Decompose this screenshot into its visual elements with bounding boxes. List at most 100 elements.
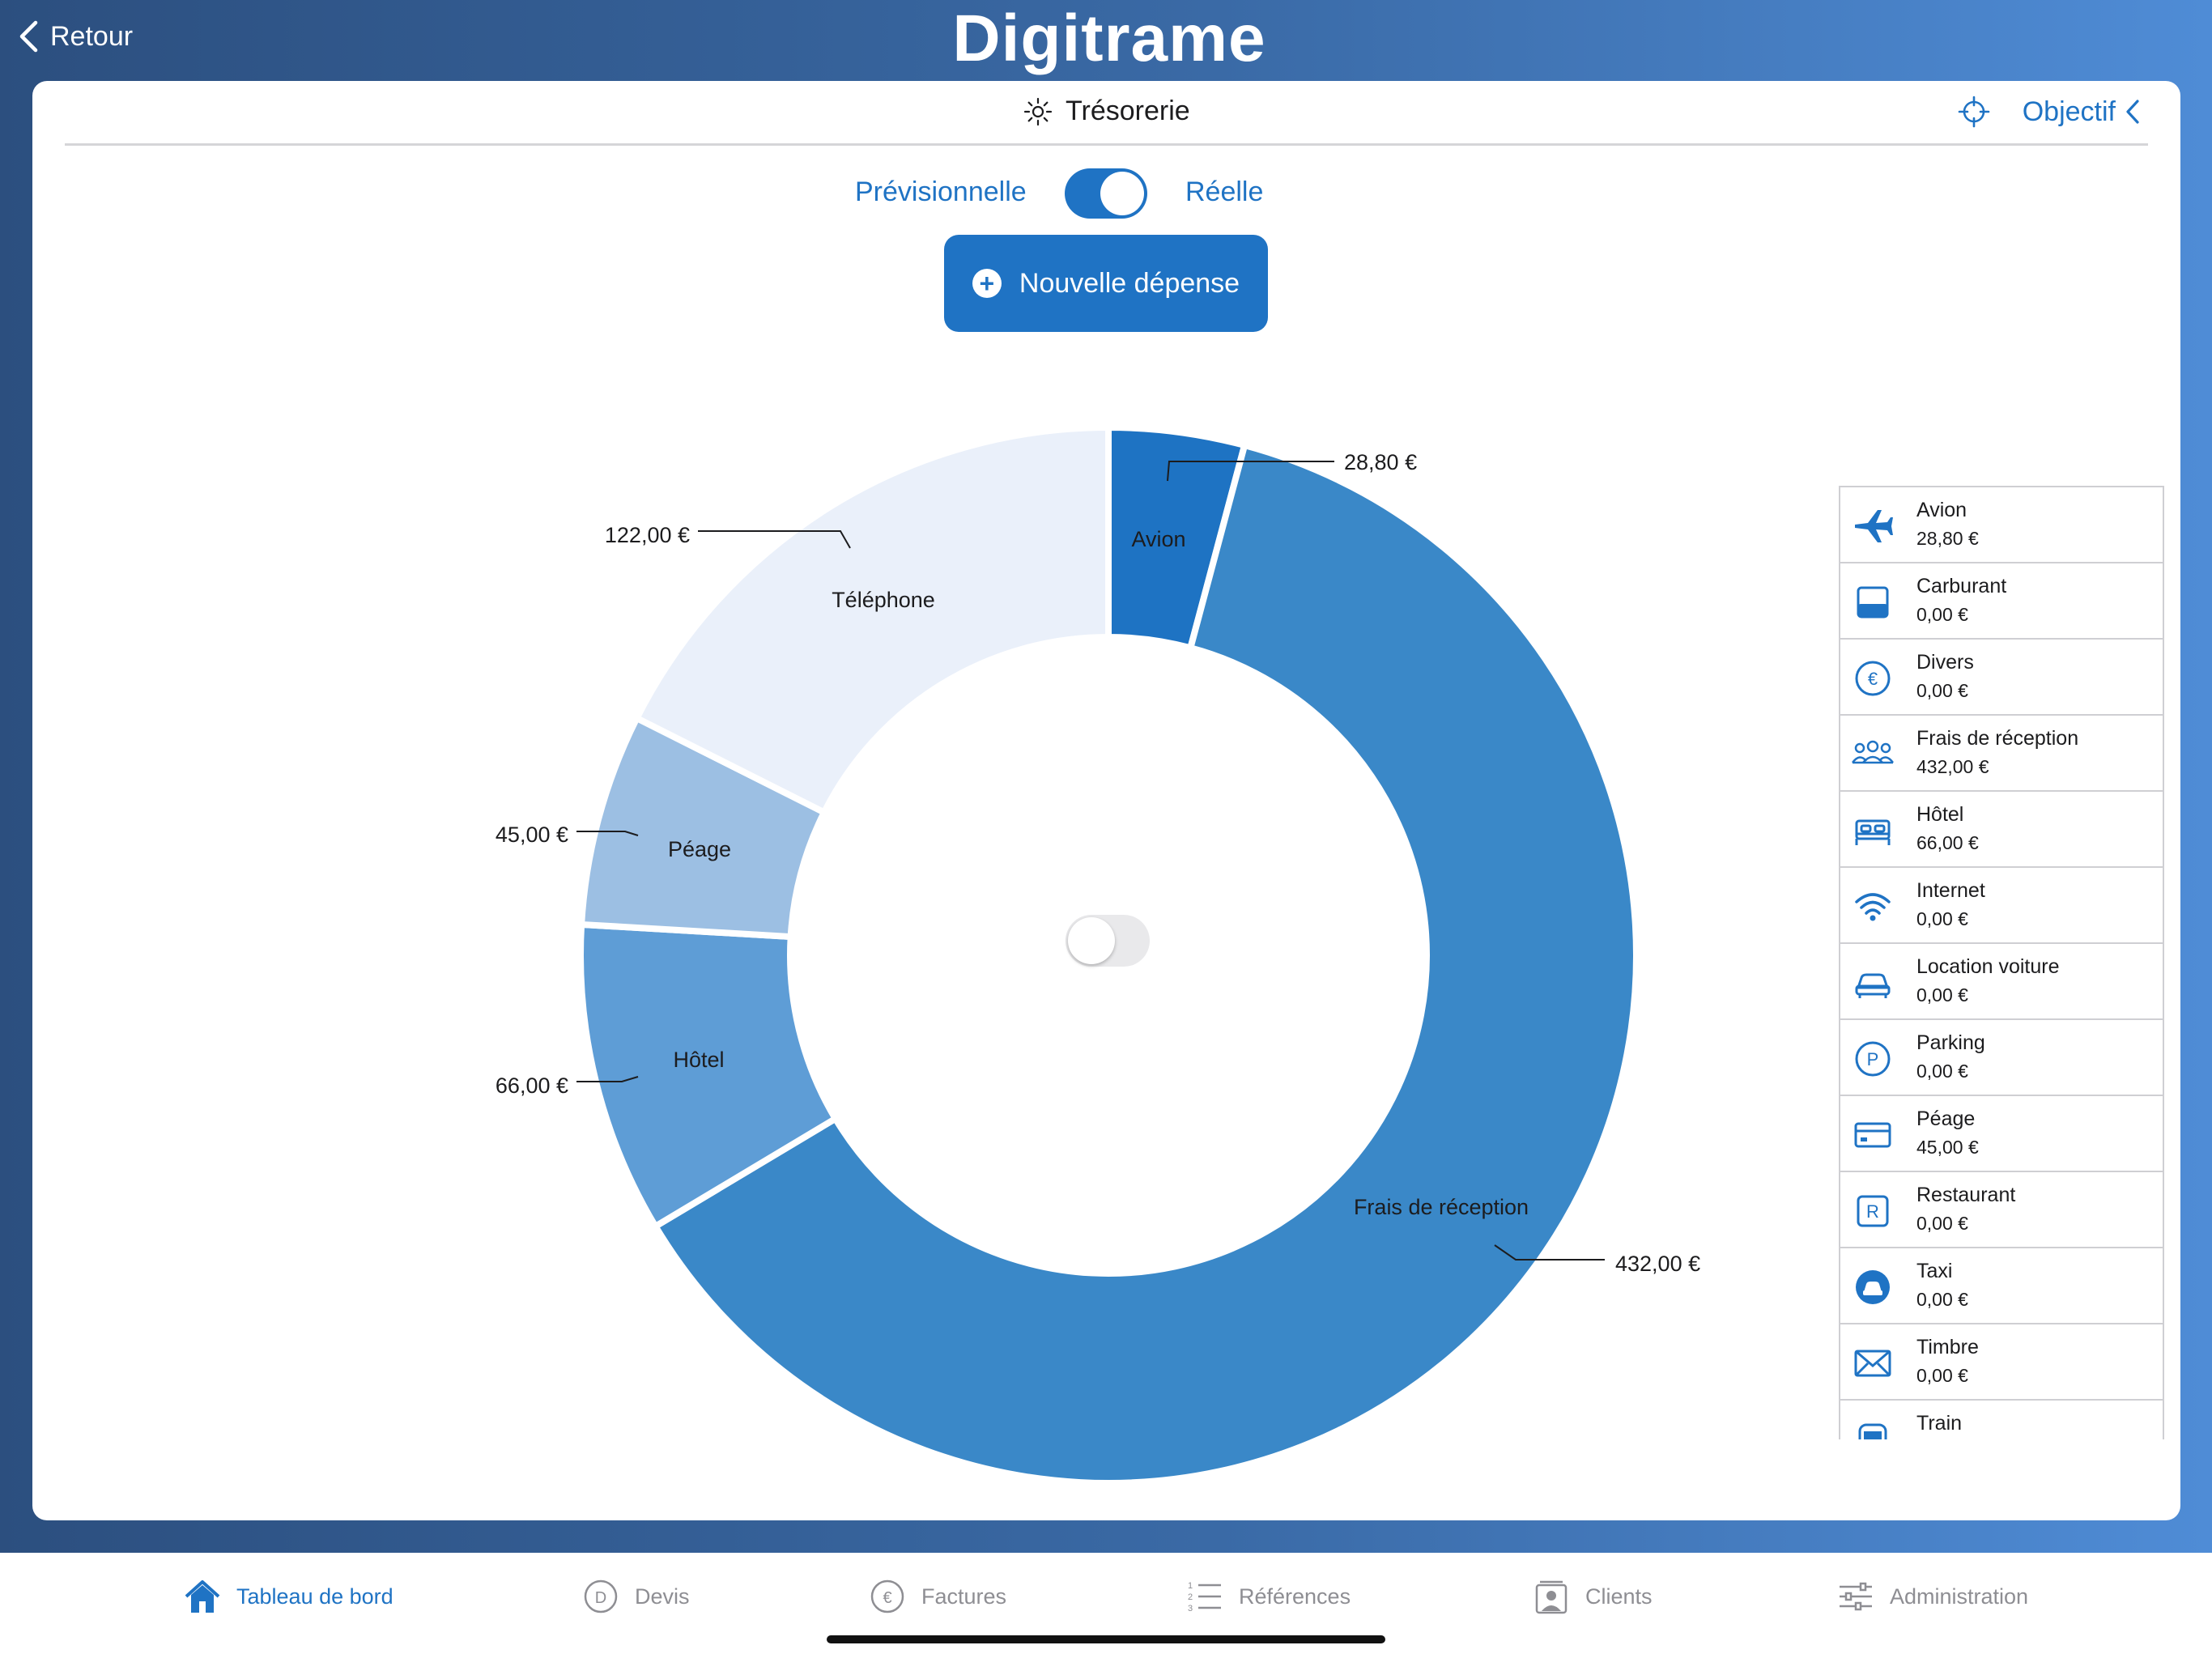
airplane-icon <box>1855 510 1893 542</box>
category-amount: 0,00 € <box>1916 680 1968 701</box>
category-name: Restaurant <box>1916 1184 2016 1206</box>
category-name: Frais de réception <box>1916 727 2079 750</box>
slice-name-label: Téléphone <box>832 588 935 612</box>
donut-slice-frais-de-r-ception[interactable] <box>651 441 1640 1486</box>
leader-line <box>576 1076 639 1082</box>
tab-r-f-rences[interactable]: 1 2 3 Références <box>1185 1577 1351 1616</box>
svg-text:€: € <box>883 1589 891 1607</box>
donut-chart: Avion 28,80 € Frais de réception 432,00 € Hô… <box>496 423 1700 1486</box>
side-list-item[interactable]: Timbre 0,00 € <box>1840 1324 2163 1401</box>
tab-label: Factures <box>921 1584 1007 1609</box>
page-title-wrap: Trésorerie <box>1023 96 1190 127</box>
back-button[interactable]: Retour <box>18 19 133 53</box>
toggle-knob <box>1068 917 1115 964</box>
svg-text:€: € <box>1868 669 1878 689</box>
category-name: Divers <box>1916 651 1974 674</box>
svg-text:R: R <box>1866 1201 1879 1222</box>
category-amount: 432,00 € <box>1916 756 1989 777</box>
slice-value-label: 45,00 € <box>496 823 568 847</box>
slice-value-label: 432,00 € <box>1615 1252 1700 1276</box>
expense-category-list[interactable]: Avion 28,80 € Carburant 0,00 € € Divers 0,00 €… <box>1839 486 2164 1439</box>
tab-label: Devis <box>635 1584 690 1609</box>
slice-value-label: 28,80 € <box>1344 450 1417 474</box>
category-name: Péage <box>1916 1107 1976 1130</box>
card-icon <box>1854 1122 1891 1148</box>
new-expense-button[interactable]: + Nouvelle dépense <box>944 235 1268 332</box>
category-amount: 45,00 € <box>1916 1137 1979 1158</box>
tab-label: Tableau de bord <box>236 1584 393 1609</box>
category-name: Carburant <box>1916 575 2007 597</box>
category-amount: 0,00 € <box>1916 604 1968 625</box>
svg-text:3: 3 <box>1188 1604 1193 1613</box>
side-list-item[interactable]: € Divers 0,00 € <box>1840 640 2163 716</box>
category-name: Timbre <box>1916 1336 1979 1358</box>
envelope-icon <box>1854 1350 1891 1377</box>
category-amount: 0,00 € <box>1916 908 1968 929</box>
taxi-icon <box>1856 1270 1890 1304</box>
tab-label: Clients <box>1585 1584 1653 1609</box>
leader-line <box>698 530 851 549</box>
side-list-item[interactable]: Frais de réception 432,00 € <box>1840 716 2163 792</box>
objectif-button[interactable]: Objectif <box>1958 96 2142 128</box>
objectif-label: Objectif <box>2022 96 2116 127</box>
wifi-icon <box>1855 893 1891 921</box>
mode-previsionnelle[interactable]: Prévisionnelle <box>855 176 1027 207</box>
home-icon <box>185 1580 220 1613</box>
car-icon <box>1855 973 1891 998</box>
page-title: Trésorerie <box>1066 96 1190 126</box>
euro-circle-icon: € <box>1855 661 1891 696</box>
bed-icon <box>1855 819 1891 845</box>
category-amount: 0,00 € <box>1916 984 1968 1005</box>
leader-line <box>576 831 639 836</box>
back-label: Retour <box>50 20 134 52</box>
top-bar: Retour Digitrame <box>0 0 2212 81</box>
slice-name-label: Hôtel <box>673 1048 724 1072</box>
side-list-item[interactable]: Avion 28,80 € <box>1840 487 2163 563</box>
tab-tableau-de-bord[interactable]: Tableau de bord <box>183 1577 393 1616</box>
fuel-icon <box>1857 586 1889 619</box>
new-expense-label: Nouvelle dépense <box>1019 267 1240 299</box>
center-toggle[interactable] <box>1066 915 1150 967</box>
clients-icon <box>1535 1580 1568 1614</box>
category-name: Internet <box>1916 879 1985 902</box>
sun-icon <box>1023 97 1053 125</box>
side-list-item[interactable]: P Parking 0,00 € <box>1840 1020 2163 1096</box>
svg-text:D: D <box>595 1589 606 1607</box>
svg-text:P: P <box>1867 1049 1879 1069</box>
category-amount: 0,00 € <box>1916 1061 1968 1082</box>
category-name: Parking <box>1916 1031 1985 1054</box>
chevron-left-icon <box>19 20 38 53</box>
donut-slice-t-l-phone[interactable] <box>632 423 1112 817</box>
home-indicator <box>827 1635 1385 1643</box>
tab-bar: Tableau de bord D Devis € Factures 1 2 3 Référen… <box>0 1553 2212 1658</box>
side-list-item[interactable]: Taxi 0,00 € <box>1840 1248 2163 1324</box>
tab-clients[interactable]: Clients <box>1532 1577 1653 1616</box>
list-icon: 12 3 <box>1188 1581 1221 1613</box>
slice-name-label: Péage <box>668 837 731 861</box>
toggle-knob <box>1100 172 1144 215</box>
category-amount: 0,00 € <box>1916 1365 1968 1386</box>
side-list-item[interactable]: R Restaurant 0,00 € <box>1840 1172 2163 1248</box>
category-name: Train <box>1916 1412 1963 1435</box>
parking-icon: P <box>1855 1041 1891 1077</box>
category-name: Hôtel <box>1916 803 1964 826</box>
crosshair-icon <box>1958 96 1990 128</box>
mode-toggle[interactable] <box>1065 168 1147 219</box>
side-list-item[interactable]: Location voiture 0,00 € <box>1840 944 2163 1020</box>
sliders-icon <box>1840 1582 1872 1611</box>
factures-icon: € <box>870 1579 904 1613</box>
slice-value-label: 122,00 € <box>605 523 690 547</box>
slice-name-label: Frais de réception <box>1354 1195 1529 1219</box>
side-list-item[interactable]: Carburant 0,00 € <box>1840 563 2163 640</box>
side-list-item[interactable]: Hôtel 66,00 € <box>1840 792 2163 868</box>
category-amount: 0,00 € <box>1916 1213 1968 1234</box>
tab-factures[interactable]: € Factures <box>868 1577 1006 1616</box>
tab-administration[interactable]: Administration <box>1836 1577 2028 1616</box>
category-name: Taxi <box>1916 1260 1953 1282</box>
side-list-item[interactable]: Train <box>1840 1401 2163 1439</box>
leader-line <box>1167 461 1334 482</box>
side-list-item[interactable]: Péage 45,00 € <box>1840 1096 2163 1172</box>
side-list-item[interactable]: Internet 0,00 € <box>1840 868 2163 944</box>
mode-reelle[interactable]: Réelle <box>1185 176 1264 207</box>
tab-devis[interactable]: D Devis <box>581 1577 690 1616</box>
